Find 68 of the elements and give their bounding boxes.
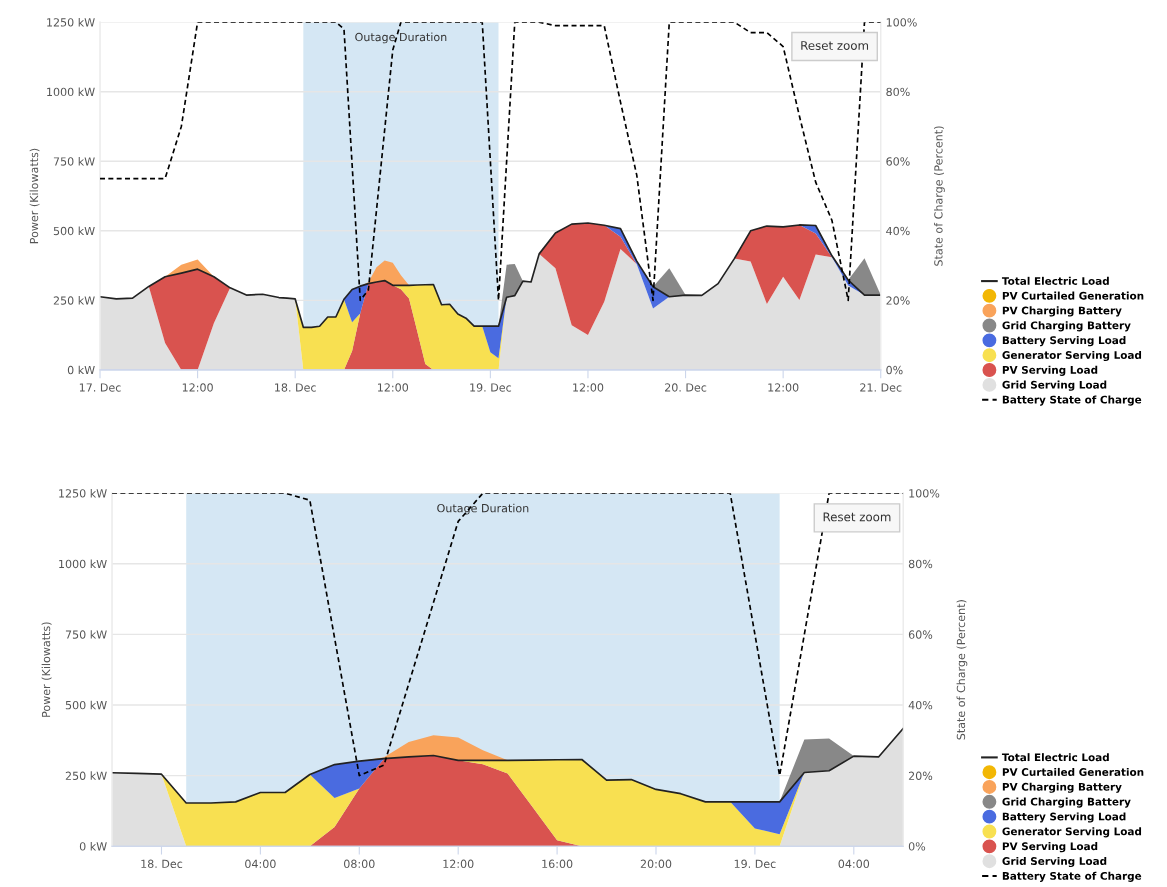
band-label: Outage Duration (437, 503, 529, 515)
x-tick-label: 12:00 (377, 383, 409, 392)
x-tick-label: 17. Dec (79, 383, 121, 392)
y-tick-label: 500 kW (53, 226, 95, 236)
x-tick-label: 04:00 (838, 859, 870, 868)
legend-label: Battery Serving Load (1002, 812, 1126, 823)
annotation: Reset zoom (801, 41, 869, 50)
annotation: Reset zoom (823, 512, 891, 522)
y2-tick-label: 20% (908, 771, 933, 780)
legend-label: Battery Serving Load (1002, 336, 1126, 347)
line-series (112, 727, 904, 804)
legend-label: Grid Charging Battery (1002, 321, 1131, 332)
x-tick-label: 20. Dec (665, 383, 707, 392)
legend-label: PV Charging Battery (1002, 306, 1122, 317)
x-tick-label: 16:00 (542, 859, 573, 868)
x-tick-label: 04:00 (245, 859, 276, 868)
y2-tick-label: 60% (908, 630, 933, 639)
y2-axis-title: State of Charge (Percent) (956, 600, 968, 740)
y-tick-label: 0 kW (79, 841, 107, 851)
x-tick-label: 08:00 (344, 859, 375, 868)
legend-label: Total Electric Load (1001, 276, 1109, 285)
legend-label: Grid Charging Battery (1002, 797, 1131, 808)
x-tick-label: 18. Dec (141, 859, 183, 868)
y-tick-label: 750 kW (53, 157, 95, 166)
y-tick-label: 500 kW (65, 700, 107, 710)
y-tick-label: 250 kW (53, 296, 95, 305)
y2-tick-label: 100% (886, 18, 917, 27)
legend-label: Battery State of Charge (1002, 871, 1142, 882)
legend-label: PV Charging Battery (1002, 782, 1122, 793)
y-tick-label: 250 kW (65, 771, 107, 780)
legend-label: Grid Serving Load (1002, 380, 1107, 391)
x-tick-label: 12:00 (182, 383, 213, 392)
band-label: Outage Duration (355, 32, 447, 44)
legend-label: Generator Serving Load (1002, 827, 1142, 838)
x-tick-label: 18. Dec (275, 383, 316, 392)
legend-label: Battery State of Charge (1002, 395, 1142, 406)
legend-label: Grid Serving Load (1002, 856, 1107, 868)
x-tick-label: 19. Dec (734, 859, 776, 868)
legend-label: Total Electric Load (1001, 753, 1109, 762)
legend-label: PV Serving Load (1002, 842, 1098, 853)
x-tick-label: 21. Dec (860, 383, 902, 392)
y2-tick-label: 0% (886, 365, 903, 375)
x-tick-label: 12:00 (443, 859, 474, 868)
y-axis-title: Power (Kilowatts) (29, 148, 40, 244)
y-tick-label: 1000 kW (59, 559, 107, 569)
x-tick-label: 12:00 (573, 383, 604, 392)
y-tick-label: 750 kW (65, 630, 107, 639)
y-tick-label: 1250 kW (47, 17, 95, 27)
legend-label: PV Curtailed Generation (1002, 767, 1144, 776)
x-tick-label: 20:00 (640, 859, 672, 868)
y2-tick-label: 40% (886, 226, 910, 236)
y2-tick-label: 40% (908, 700, 933, 710)
y-tick-label: 1250 kW (59, 488, 107, 498)
y2-tick-label: 60% (886, 157, 910, 166)
y2-axis-title: State of Charge (Percent) (934, 126, 945, 266)
y2-tick-label: 20% (886, 296, 910, 305)
y-axis-title: Power (Kilowatts) (41, 622, 52, 717)
legend-label: PV Serving Load (1002, 365, 1098, 376)
y2-tick-label: 0% (908, 842, 926, 851)
legend-label: PV Curtailed Generation (1002, 291, 1144, 300)
y2-tick-label: 80% (886, 87, 910, 97)
y2-tick-label: 100% (909, 489, 940, 498)
x-tick-label: 19. Dec (470, 383, 512, 392)
legend-label: Generator Serving Load (1002, 350, 1142, 362)
y2-tick-label: 80% (908, 559, 933, 569)
y-tick-label: 1000 kW (47, 87, 95, 97)
x-tick-label: 12:00 (768, 383, 799, 392)
y-tick-label: 0 kW (67, 365, 95, 375)
